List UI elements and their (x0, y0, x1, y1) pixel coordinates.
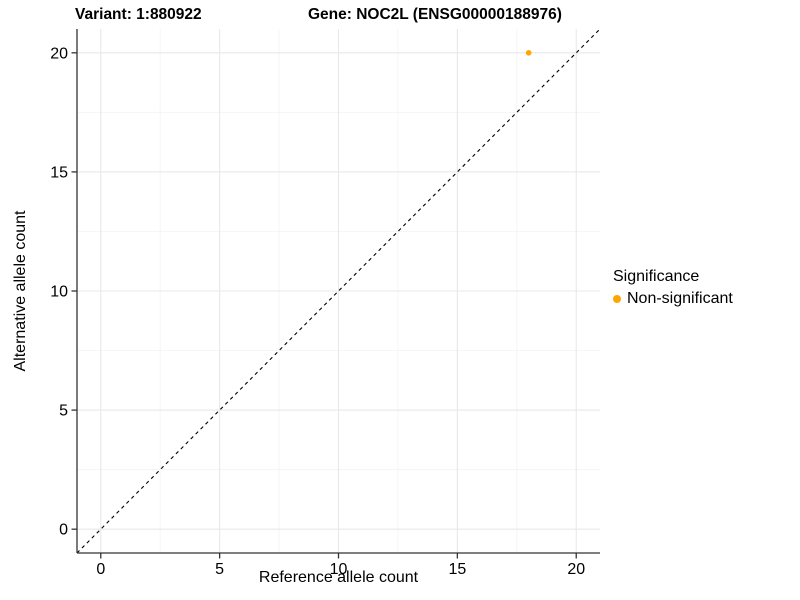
data-point (525, 50, 532, 56)
y-tick-label: 20 (50, 45, 68, 62)
y-tick-label: 0 (59, 522, 68, 539)
legend-title: Significance (613, 268, 700, 285)
plot-title-gene: Gene: NOC2L (ENSG00000188976) (308, 6, 562, 23)
x-tick-label: 5 (215, 561, 224, 578)
x-tick-label: 20 (567, 561, 585, 578)
non-significant-dot-icon (613, 295, 621, 303)
legend-item-non-significant: Non-significant (613, 290, 733, 308)
legend-item-label: Non-significant (627, 290, 733, 307)
plot-title-variant: Variant: 1:880922 (75, 6, 202, 23)
x-tick-label: 0 (96, 561, 105, 578)
x-axis-title: Reference allele count (258, 569, 419, 586)
identity-dashed-line (76, 28, 601, 554)
y-tick-label: 10 (50, 284, 68, 301)
y-tick-label: 5 (59, 403, 68, 420)
y-tick-label: 15 (50, 164, 68, 181)
x-tick-label: 15 (448, 561, 466, 578)
legend: Significance Non-significant (613, 268, 733, 308)
y-axis-title: Alternative allele count (12, 210, 29, 372)
x-tick-label: 10 (330, 561, 348, 578)
